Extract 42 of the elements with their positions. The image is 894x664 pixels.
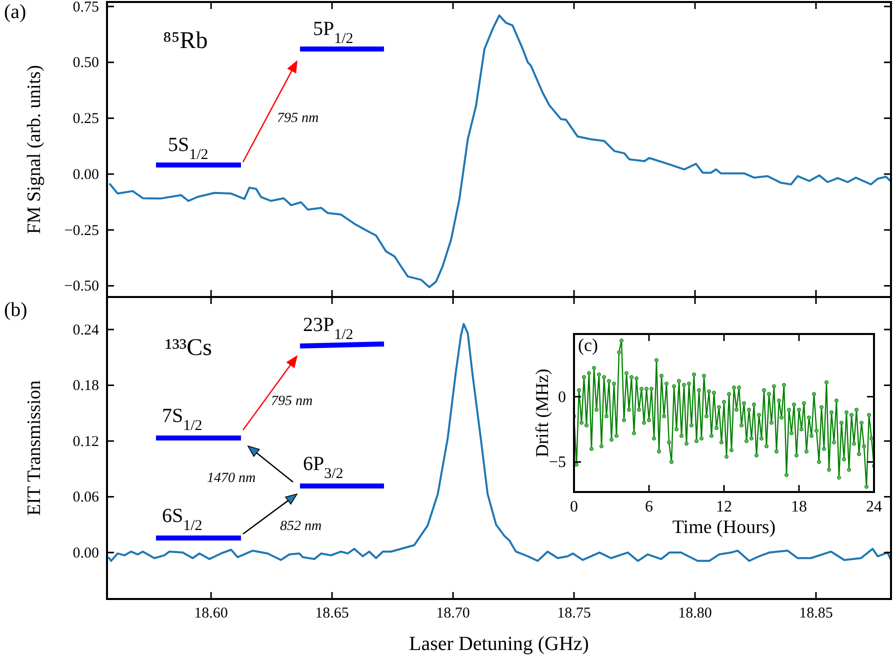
x-tick-label: 18.60: [194, 606, 228, 622]
annotation: 7S$_{1/2}$: [162, 405, 202, 434]
annotation: 795 nm: [277, 111, 319, 126]
annotation: 5P$_{1/2}$: [313, 18, 354, 47]
y-axis-title: FM Signal (arb. units): [24, 65, 45, 234]
y-axis-title: EIT Transmission: [24, 380, 45, 516]
annotation: 852 nm: [280, 519, 322, 534]
y-tick-label: −0.25: [64, 222, 99, 239]
x-tick-label: 24: [866, 498, 882, 516]
y-tick-label: 0.24: [72, 322, 100, 338]
annotation: 6S$_{1/2}$: [162, 505, 202, 534]
y-tick-label: 0.75: [72, 0, 99, 16]
y-tick-label: 0.00: [72, 166, 99, 183]
x-tick-label: 6: [645, 498, 653, 516]
x-axis-title: Laser Detuning (GHz): [409, 633, 589, 655]
line-series: [108, 14, 891, 288]
annotation: 23P$_{1/2}$: [303, 314, 354, 343]
chart-title: (b): [4, 299, 28, 321]
annotation: 795 nm: [271, 394, 313, 409]
y-tick-label: 0.18: [72, 378, 99, 394]
x-axis-title: Time (Hours): [672, 517, 776, 538]
x-tick-label: 18.75: [557, 606, 591, 622]
annotation: 5S$_{1/2}$: [168, 134, 208, 163]
y-tick-label: 0.50: [72, 55, 99, 72]
x-tick-label: 18.70: [436, 606, 470, 622]
x-tick-label: 12: [716, 498, 732, 516]
x-tick-label: 18.80: [678, 606, 712, 622]
y-tick-label: −0.50: [64, 278, 99, 295]
annotation: 1470 nm: [207, 471, 256, 486]
y-tick-label: 0.06: [72, 490, 100, 506]
annotation: ⁸⁵Rb: [163, 28, 208, 54]
y-tick-label: 0.25: [72, 111, 99, 128]
x-tick-label: 0: [570, 498, 578, 516]
chart-title: (c): [578, 335, 598, 355]
annotation: 6P$_{3/2}$: [303, 453, 344, 482]
annotation: ¹³³Cs: [165, 335, 212, 361]
x-tick-label: 18.85: [799, 606, 833, 622]
y-tick-label: 0.00: [72, 545, 99, 562]
chart-title: (a): [4, 1, 26, 23]
y-tick-label: 0.12: [72, 434, 99, 450]
x-tick-label: 18.65: [315, 606, 349, 622]
x-tick-label: 18: [791, 498, 807, 516]
